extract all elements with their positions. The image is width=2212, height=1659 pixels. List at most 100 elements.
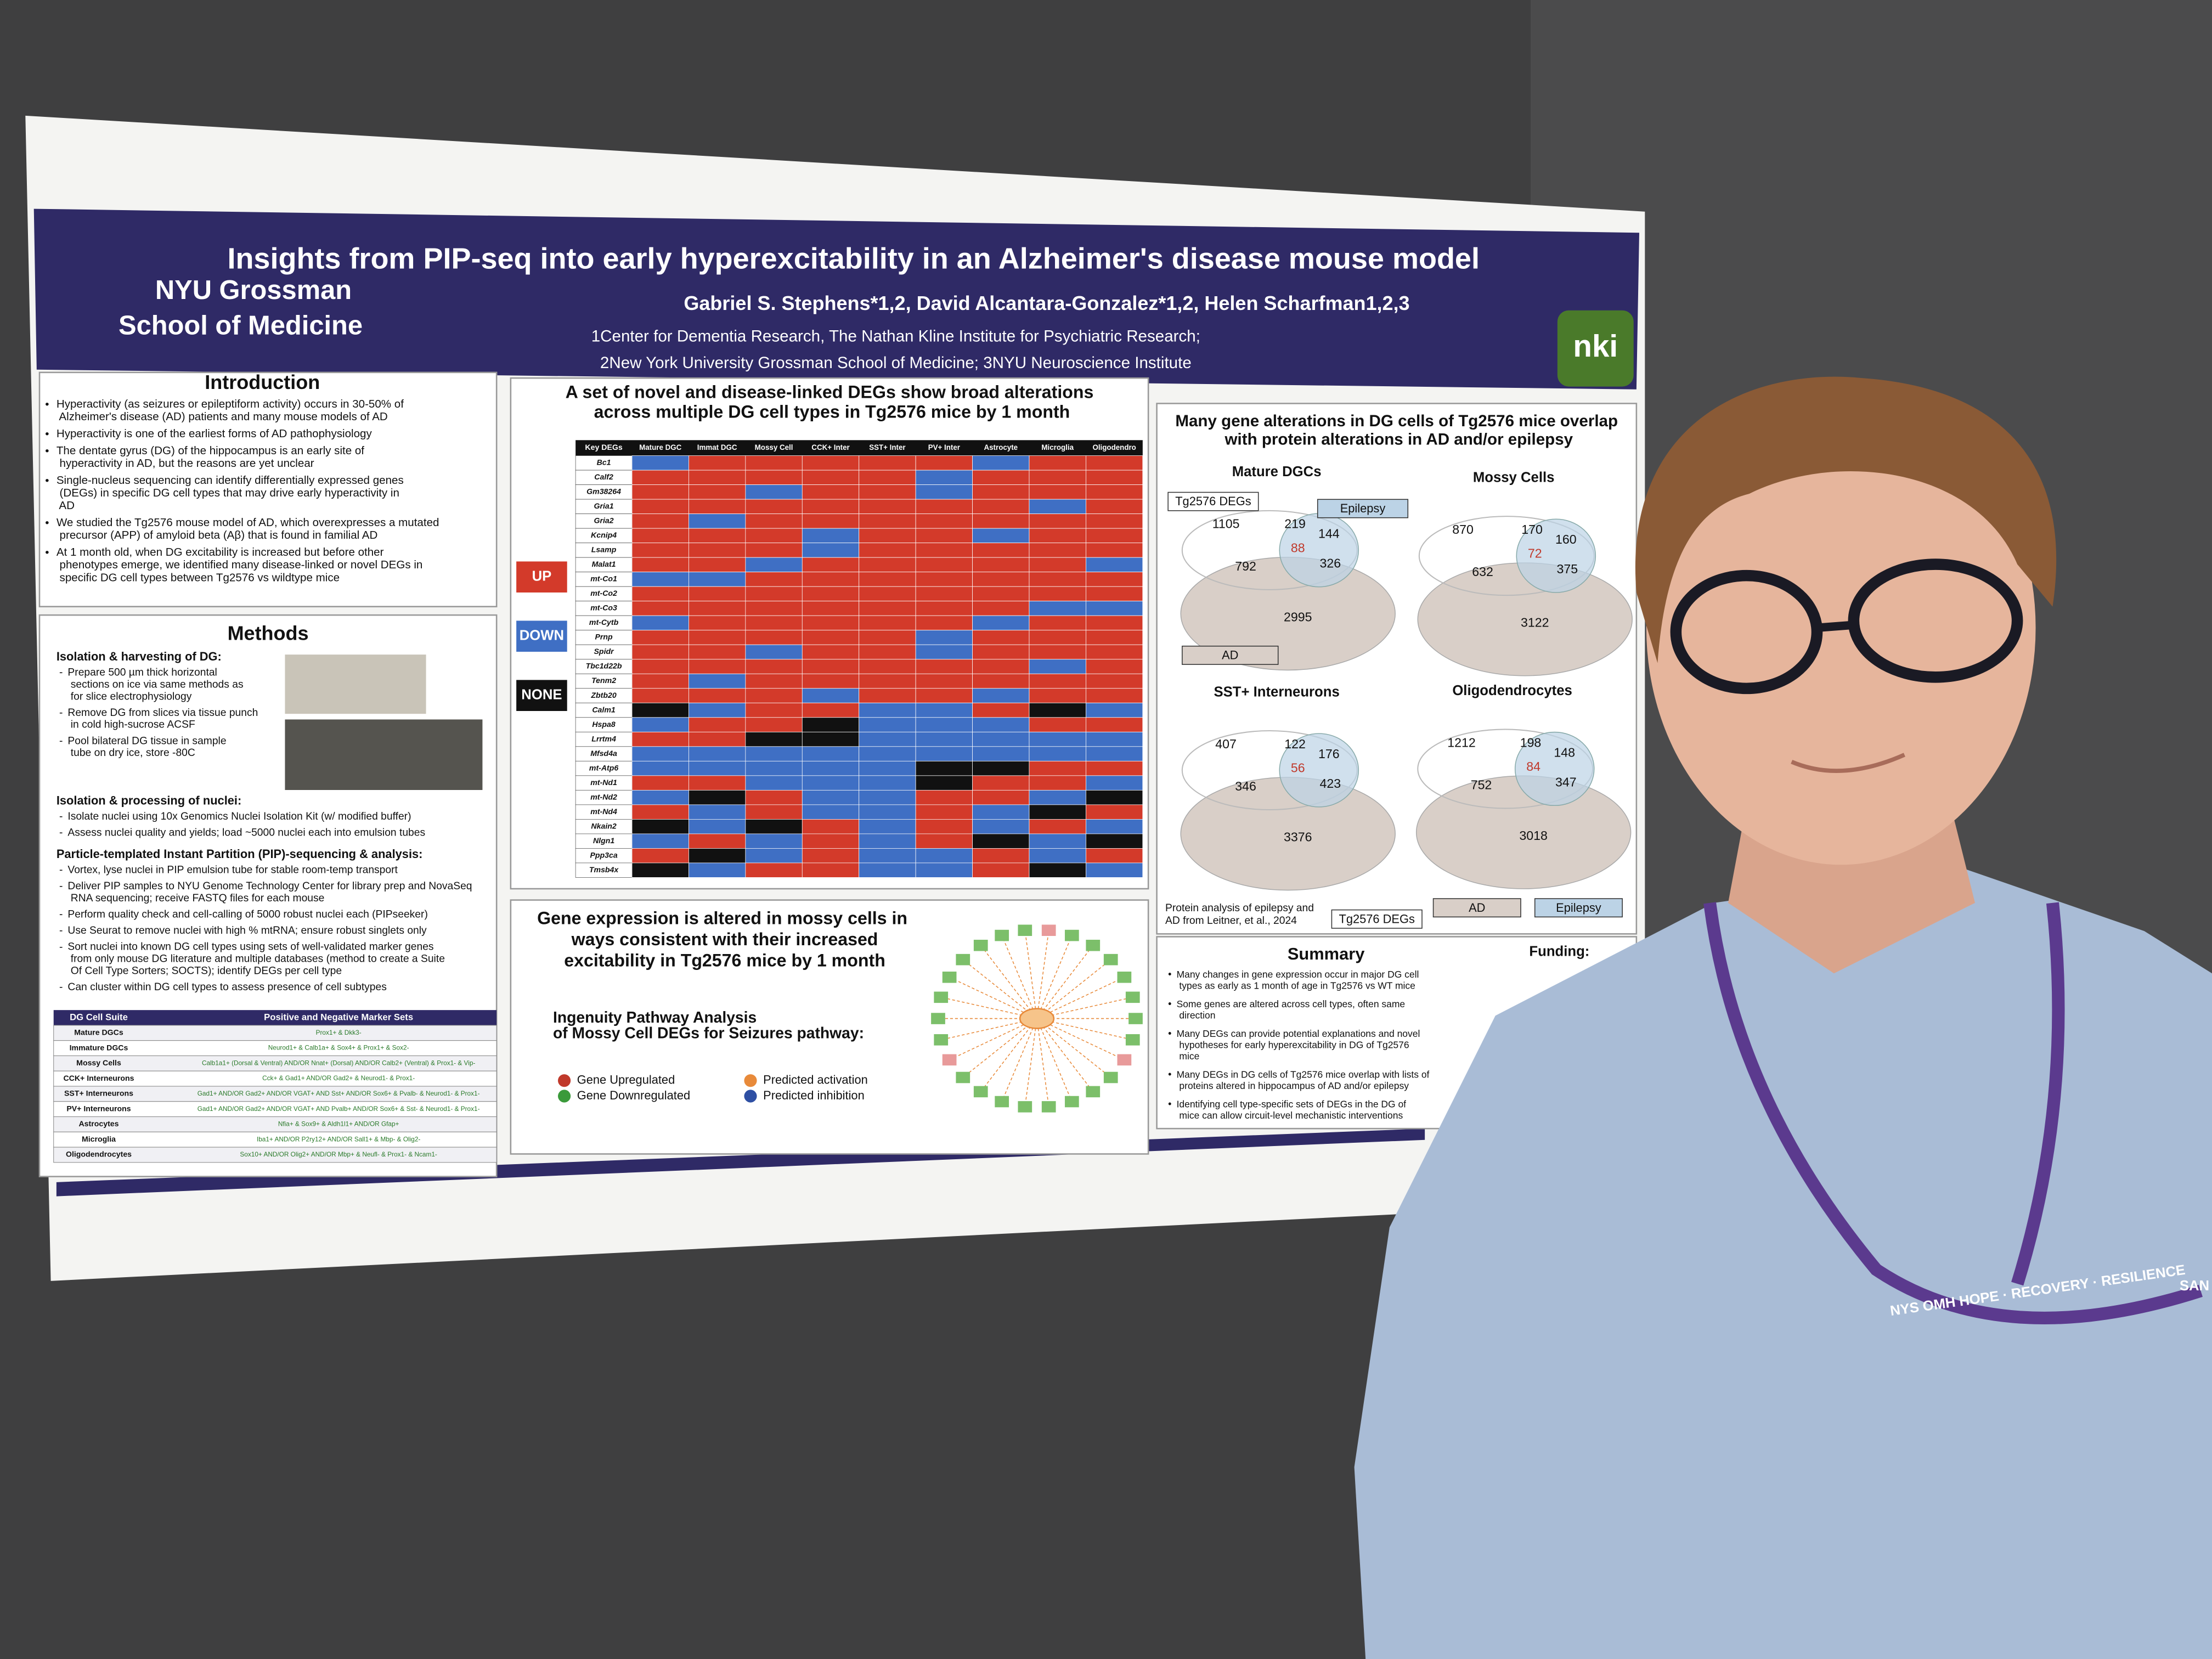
heatmap-cell xyxy=(1029,746,1086,761)
heatmap-cell xyxy=(915,630,973,645)
heatmap-cell xyxy=(972,819,1030,834)
methods-bullet: Remove DG from slices via tissue punch i… xyxy=(67,707,258,731)
legend-dot xyxy=(558,1074,571,1087)
venn-value: 170 xyxy=(1521,522,1543,537)
heatmap-cell xyxy=(745,673,803,689)
heatmap-gene: Kcnip4 xyxy=(591,531,617,539)
bullet-dot: • xyxy=(45,474,49,487)
heatmap-cell xyxy=(859,688,916,703)
section-title: Gene expression is altered in mossy cell… xyxy=(537,909,907,970)
heatmap-cell xyxy=(689,470,746,485)
heatmap-cell xyxy=(1029,688,1086,703)
heatmap-cell xyxy=(915,484,973,500)
heatmap-cell xyxy=(745,702,803,718)
heatmap-cell xyxy=(745,644,803,660)
heatmap-cell xyxy=(689,615,746,631)
heatmap-cell xyxy=(859,455,916,471)
heatmap-cell xyxy=(972,630,1030,645)
heatmap-cell xyxy=(1086,702,1143,718)
heatmap-gene-cell xyxy=(575,731,633,747)
heatmap-column: Microglia xyxy=(1041,443,1074,452)
heatmap-cell xyxy=(1029,484,1086,500)
heatmap-gene: mt-Nd1 xyxy=(590,778,617,787)
methods-heading: Isolation & processing of nuclei: xyxy=(57,793,241,807)
heatmap-cell xyxy=(631,601,689,616)
methods-bullet: Can cluster within DG cell types to asse… xyxy=(67,981,386,993)
heatmap-cell xyxy=(972,848,1030,864)
venn-value: 792 xyxy=(1235,559,1256,573)
heatmap-cell xyxy=(631,862,689,878)
heatmap-cell xyxy=(915,615,973,631)
pathway-node xyxy=(956,953,970,966)
intro-bullet: Single-nucleus sequencing can identify d… xyxy=(57,474,404,512)
person: NYS OMH HOPE · RECOVERY · RESILIENCE SAN xyxy=(1354,376,2212,1659)
heatmap-cell xyxy=(1029,731,1086,747)
heatmap-cell xyxy=(1086,659,1143,674)
venn-value: 752 xyxy=(1471,777,1492,792)
heatmap-gene: mt-Co2 xyxy=(590,589,617,597)
heatmap-cell xyxy=(802,557,860,573)
heatmap-cell xyxy=(1086,586,1143,602)
venn-label: AD xyxy=(1469,901,1485,915)
venn-value: 375 xyxy=(1557,562,1578,576)
heatmap-cell xyxy=(859,644,916,660)
heatmap-cell xyxy=(689,688,746,703)
table-cell: SST+ Interneurons xyxy=(64,1089,133,1098)
pathway-node xyxy=(934,1034,949,1046)
heatmap-gene: Lrrtm4 xyxy=(591,734,616,743)
venn-label-box xyxy=(1317,499,1409,518)
pathway-edge xyxy=(1024,930,1037,1019)
venn-value: 160 xyxy=(1555,532,1577,546)
heatmap-gene-cell xyxy=(575,702,633,718)
pathway-node xyxy=(1086,1086,1101,1098)
heatmap-cell xyxy=(859,484,916,500)
heatmap-cell xyxy=(689,775,746,791)
heatmap-gene-cell xyxy=(575,833,633,849)
heatmap-cell xyxy=(631,528,689,544)
heatmap-cell xyxy=(689,455,746,471)
heatmap-cell xyxy=(915,833,973,849)
heatmap-cell xyxy=(972,455,1030,471)
bullet-dot: • xyxy=(1168,1098,1171,1109)
methods-bullet: Vortex, lyse nuclei in PIP emulsion tube… xyxy=(67,865,398,876)
heatmap-cell xyxy=(1086,862,1143,878)
heatmap-gene: Prnp xyxy=(595,633,613,641)
heatmap-cell xyxy=(972,804,1030,820)
heatmap-cell xyxy=(972,572,1030,587)
intro-bullet: Hyperactivity is one of the earliest for… xyxy=(57,427,373,440)
heatmap-cell xyxy=(915,528,973,544)
photo-inset xyxy=(285,654,426,714)
heatmap-gene: Ppp3ca xyxy=(590,850,617,859)
lanyard xyxy=(1703,902,2203,1325)
heatmap-cell xyxy=(1086,557,1143,573)
heatmap-gene-cell xyxy=(575,789,633,805)
pathway-node xyxy=(1018,924,1032,936)
venn-epilepsy xyxy=(1279,733,1359,808)
heatmap-cell xyxy=(689,862,746,878)
pathway-edge xyxy=(1036,1018,1093,1092)
bullet-dot: • xyxy=(45,546,49,558)
table-row xyxy=(53,1070,497,1087)
heatmap-cell xyxy=(1029,455,1086,471)
heatmap-gene-cell xyxy=(575,455,633,471)
heatmap-cell xyxy=(972,586,1030,602)
heatmap-cell xyxy=(859,572,916,587)
legend-label: UP xyxy=(532,569,552,584)
heatmap-cell xyxy=(972,528,1030,544)
pathway-node xyxy=(1064,929,1079,941)
heatmap-cell xyxy=(631,630,689,645)
heatmap-cell xyxy=(1029,572,1086,587)
bullet-dot: - xyxy=(59,827,63,839)
content: • Hyperactivity (as seizures or epileptif… xyxy=(45,382,1633,1163)
heatmap-cell xyxy=(802,484,860,500)
heatmap-gene: Nkain2 xyxy=(591,821,616,830)
methods-bullet: Assess nuclei quality and yields; load ~… xyxy=(67,827,425,839)
bullet-dot: - xyxy=(59,925,63,936)
heatmap-cell xyxy=(802,848,860,864)
section-title: Introduction xyxy=(205,371,320,393)
heatmap-cell xyxy=(1029,775,1086,791)
heatmap-cell xyxy=(745,848,803,864)
legend-dot xyxy=(558,1090,571,1103)
heatmap-cell xyxy=(631,484,689,500)
heatmap-cell xyxy=(689,702,746,718)
